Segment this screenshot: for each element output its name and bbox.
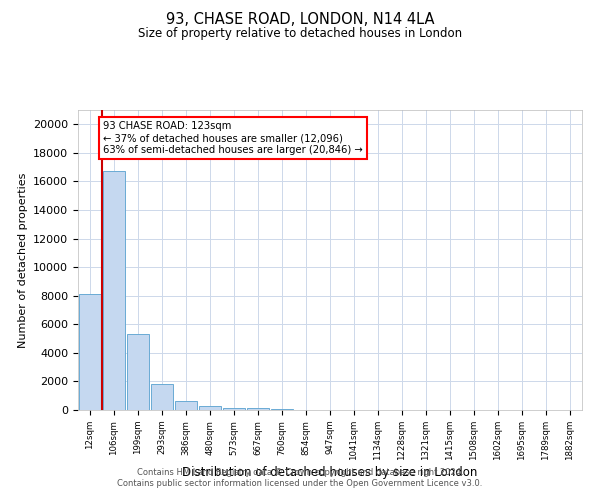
Text: Size of property relative to detached houses in London: Size of property relative to detached ho… xyxy=(138,28,462,40)
Bar xyxy=(271,408,293,410)
Y-axis label: Number of detached properties: Number of detached properties xyxy=(17,172,28,348)
Bar xyxy=(79,294,101,410)
Text: Contains HM Land Registry data © Crown copyright and database right 2024.
Contai: Contains HM Land Registry data © Crown c… xyxy=(118,468,482,487)
Bar xyxy=(199,406,221,410)
Text: 93 CHASE ROAD: 123sqm
← 37% of detached houses are smaller (12,096)
63% of semi-: 93 CHASE ROAD: 123sqm ← 37% of detached … xyxy=(103,122,363,154)
Bar xyxy=(151,384,173,410)
Text: 93, CHASE ROAD, LONDON, N14 4LA: 93, CHASE ROAD, LONDON, N14 4LA xyxy=(166,12,434,28)
Bar xyxy=(247,408,269,410)
Bar xyxy=(127,334,149,410)
X-axis label: Distribution of detached houses by size in London: Distribution of detached houses by size … xyxy=(182,466,478,478)
Bar xyxy=(175,402,197,410)
Bar xyxy=(103,172,125,410)
Bar xyxy=(223,408,245,410)
